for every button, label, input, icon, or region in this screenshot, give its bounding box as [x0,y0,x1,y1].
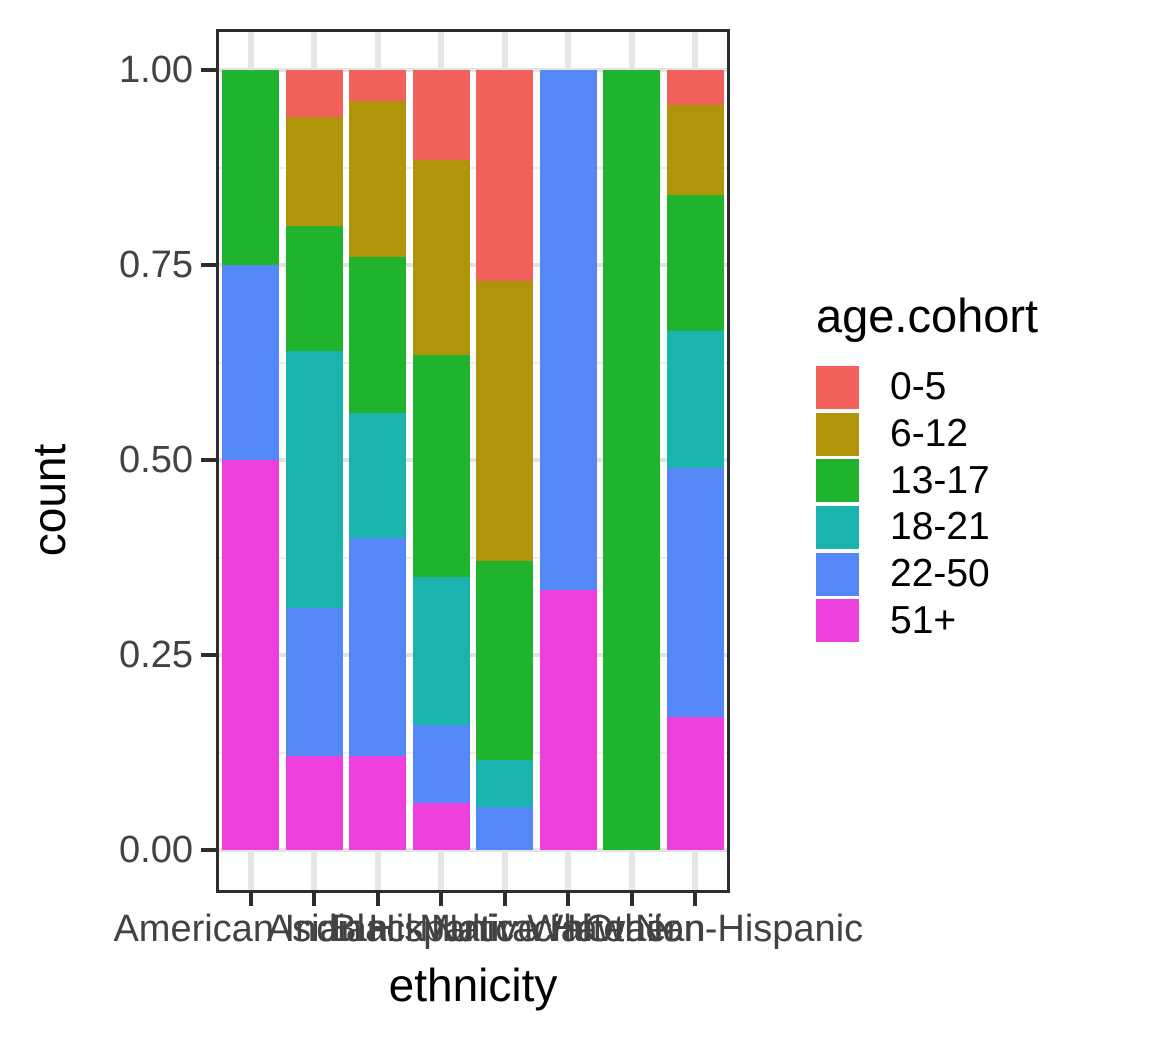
bar-segment-22-50 [666,467,724,718]
x-tick-label: Other [584,908,680,950]
plot-panel [216,29,730,893]
legend-label: 51+ [890,598,957,642]
legend-item: 13-17 [816,457,1038,504]
legend-items: 0-5 6-12 13-17 18-21 22-50 51+ [816,364,1038,644]
bar-segment-6-12 [349,101,407,258]
bar-segment-51+ [222,460,280,850]
y-major-gridline [219,653,727,657]
bar-segment-22-50 [222,265,280,460]
bar-segment-13-17 [603,70,661,850]
bar-segment-51+ [666,717,724,850]
bar-segment-0-5 [666,70,724,106]
legend-swatch-6-12 [816,412,859,456]
legend-swatch-22-50 [816,552,859,596]
bar-segment-22-50 [539,70,597,591]
bar-segment-22-50 [476,807,534,850]
bar-segment-13-17 [412,354,470,577]
legend-label: 22-50 [890,552,990,596]
y-axis-tick [201,458,216,462]
bar-segment-51+ [349,756,407,850]
bar-segment-13-17 [666,194,724,332]
legend-item: 22-50 [816,551,1038,598]
legend: age.cohort 0-5 6-12 13-17 18-21 22-50 51+ [816,292,1038,644]
legend-item: 0-5 [816,364,1038,411]
legend-label: 6-12 [890,412,969,456]
x-tick-label: American Indian [113,908,389,950]
bar-segment-51+ [539,590,597,850]
y-minor-gridline [219,361,727,364]
x-axis-tick [566,891,571,906]
y-tick-label: 0.25 [119,634,193,676]
x-tick-label: Black [331,908,425,950]
y-tick-label: 0.50 [119,439,193,481]
bar-segment-13-17 [222,70,280,265]
x-axis-tick [248,891,253,906]
bar-segment-22-50 [349,538,407,757]
bar-segment-51+ [285,756,343,850]
x-tick-label: Hispanic [368,908,515,950]
x-tick-label: Asian [266,908,362,950]
bar-segment-6-12 [476,280,534,562]
legend-item: 51+ [816,597,1038,644]
y-axis-tick [201,848,216,852]
bar-segment-18-21 [412,577,470,726]
y-minor-gridline [219,751,727,754]
y-tick-label: 0.00 [119,829,193,871]
bar-segment-6-12 [412,159,470,355]
y-major-gridline [219,848,727,852]
legend-label: 13-17 [890,458,990,502]
bar-segment-0-5 [476,70,534,281]
bar-segment-18-21 [476,760,534,808]
legend-item: 6-12 [816,411,1038,458]
x-tick-label: Native Hawaiian [430,908,706,950]
y-major-gridline [219,68,727,72]
legend-swatch-0-5 [816,365,859,409]
x-axis-tick [629,891,634,906]
y-major-gridline [219,263,727,267]
legend-label: 18-21 [890,505,990,549]
x-axis-tick [312,891,317,906]
bar-segment-0-5 [412,70,470,160]
y-tick-label: 1.00 [119,49,193,91]
x-axis-tick [502,891,507,906]
x-axis-tick [375,891,380,906]
x-tick-label: White Non-Hispanic [527,908,864,950]
bar-segment-13-17 [349,257,407,414]
legend-title: age.cohort [816,289,1039,342]
bar-segment-22-50 [285,608,343,757]
bar-segment-13-17 [476,561,534,761]
bar-segment-18-21 [285,350,343,609]
legend-swatch-18-21 [816,505,859,549]
y-axis-tick [201,263,216,267]
bar-segment-6-12 [666,105,724,195]
y-minor-gridline [219,556,727,559]
bar-segment-0-5 [349,70,407,102]
bar-segment-22-50 [412,725,470,804]
y-minor-gridline [219,166,727,169]
y-axis-tick [201,68,216,72]
bar-segment-6-12 [285,116,343,226]
x-axis-tick [439,891,444,906]
bar-segment-13-17 [285,226,343,351]
legend-item: 18-21 [816,504,1038,551]
x-tick-label: Multiracial [419,908,591,950]
legend-swatch-13-17 [816,459,859,503]
bar-segment-0-5 [285,70,343,117]
bar-segment-18-21 [349,413,407,538]
bar-segment-51+ [412,803,470,850]
bar-segment-18-21 [666,331,724,468]
x-axis-tick [693,891,698,906]
legend-label: 0-5 [890,365,947,409]
x-axis-title: ethnicity [388,959,558,1011]
y-axis-tick [201,653,216,657]
y-major-gridline [219,458,727,462]
legend-swatch-51+ [816,599,859,643]
y-axis-title: count [23,443,75,557]
y-tick-label: 0.75 [119,244,193,286]
